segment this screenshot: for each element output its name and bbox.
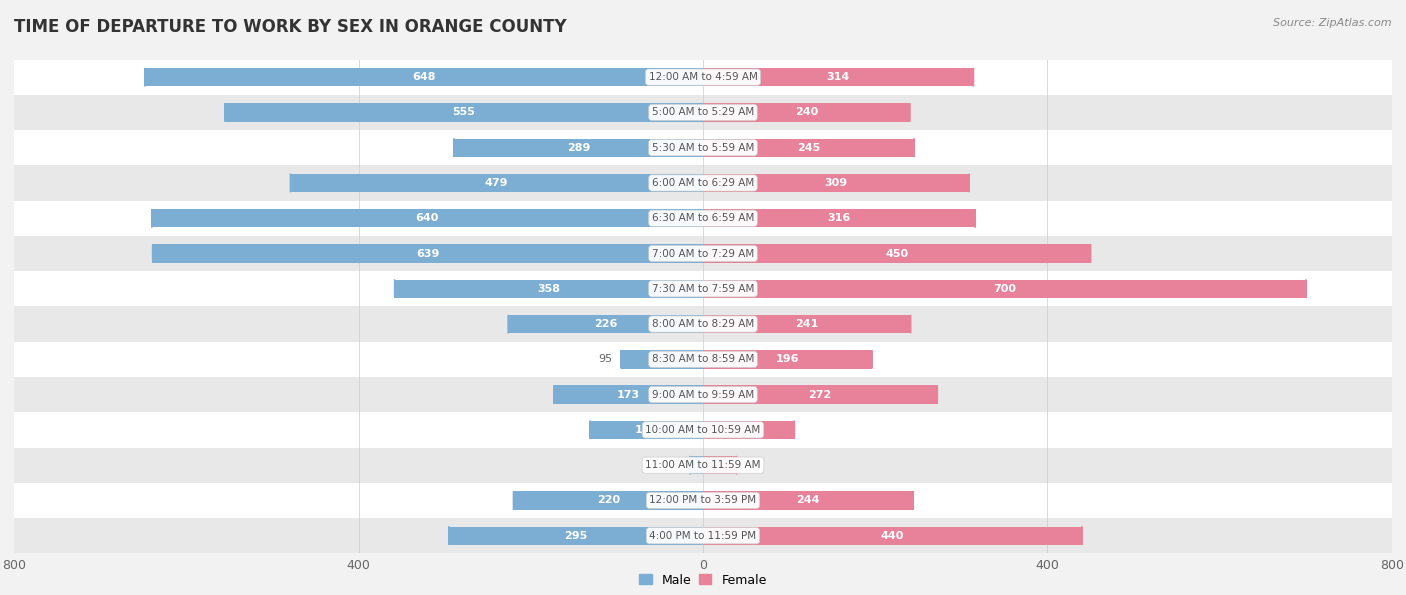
Text: 640: 640: [416, 213, 439, 223]
Bar: [513, 491, 703, 509]
Bar: [703, 139, 914, 157]
Bar: [703, 209, 976, 227]
Text: 6:00 AM to 6:29 AM: 6:00 AM to 6:29 AM: [652, 178, 754, 188]
Bar: [591, 421, 703, 439]
Text: 244: 244: [796, 496, 820, 505]
Text: 10:00 AM to 10:59 AM: 10:00 AM to 10:59 AM: [645, 425, 761, 435]
Bar: [454, 139, 703, 157]
Bar: [145, 68, 703, 86]
Text: 11:00 AM to 11:59 AM: 11:00 AM to 11:59 AM: [645, 460, 761, 470]
Text: TIME OF DEPARTURE TO WORK BY SEX IN ORANGE COUNTY: TIME OF DEPARTURE TO WORK BY SEX IN ORAN…: [14, 18, 567, 36]
Text: 479: 479: [485, 178, 509, 188]
Text: 314: 314: [827, 72, 849, 82]
Bar: [14, 165, 1392, 201]
Text: 316: 316: [828, 213, 851, 223]
Text: 12:00 AM to 4:59 AM: 12:00 AM to 4:59 AM: [648, 72, 758, 82]
Text: Source: ZipAtlas.com: Source: ZipAtlas.com: [1274, 18, 1392, 28]
Text: 309: 309: [824, 178, 848, 188]
Bar: [703, 174, 969, 192]
Text: 700: 700: [993, 284, 1017, 294]
Bar: [703, 350, 872, 368]
Bar: [14, 201, 1392, 236]
Bar: [554, 386, 703, 404]
Bar: [14, 306, 1392, 342]
Text: 39: 39: [745, 460, 759, 470]
Text: 8:30 AM to 8:59 AM: 8:30 AM to 8:59 AM: [652, 355, 754, 364]
Bar: [14, 412, 1392, 447]
Bar: [703, 421, 794, 439]
Bar: [703, 491, 912, 509]
Text: 9:00 AM to 9:59 AM: 9:00 AM to 9:59 AM: [652, 390, 754, 400]
Bar: [621, 350, 703, 368]
Bar: [153, 245, 703, 262]
Bar: [395, 280, 703, 298]
Bar: [14, 518, 1392, 553]
Text: 131: 131: [636, 425, 658, 435]
Bar: [291, 174, 703, 192]
Bar: [14, 377, 1392, 412]
Text: 173: 173: [617, 390, 640, 400]
Text: 450: 450: [886, 249, 908, 258]
Bar: [703, 280, 1306, 298]
Text: 241: 241: [794, 319, 818, 329]
Text: 15: 15: [668, 460, 682, 470]
Bar: [14, 342, 1392, 377]
Bar: [703, 104, 910, 121]
Bar: [14, 483, 1392, 518]
Text: 7:00 AM to 7:29 AM: 7:00 AM to 7:29 AM: [652, 249, 754, 258]
Bar: [14, 60, 1392, 95]
Text: 196: 196: [776, 355, 799, 364]
Text: 5:30 AM to 5:59 AM: 5:30 AM to 5:59 AM: [652, 143, 754, 153]
Text: 289: 289: [567, 143, 591, 153]
Bar: [14, 447, 1392, 483]
Text: 6:30 AM to 6:59 AM: 6:30 AM to 6:59 AM: [652, 213, 754, 223]
Text: 12:00 PM to 3:59 PM: 12:00 PM to 3:59 PM: [650, 496, 756, 505]
Text: 240: 240: [794, 108, 818, 117]
Bar: [225, 104, 703, 121]
Text: 220: 220: [596, 496, 620, 505]
Bar: [14, 95, 1392, 130]
Text: 648: 648: [412, 72, 436, 82]
Bar: [703, 456, 737, 474]
Legend: Male, Female: Male, Female: [634, 569, 772, 591]
Text: 358: 358: [537, 284, 561, 294]
Text: 639: 639: [416, 249, 440, 258]
Bar: [703, 527, 1083, 545]
Bar: [14, 130, 1392, 165]
Bar: [14, 271, 1392, 306]
Text: 440: 440: [880, 531, 904, 541]
Bar: [509, 315, 703, 333]
Text: 8:00 AM to 8:29 AM: 8:00 AM to 8:29 AM: [652, 319, 754, 329]
Text: 106: 106: [737, 425, 761, 435]
Bar: [703, 386, 938, 404]
Text: 95: 95: [599, 355, 613, 364]
Bar: [703, 315, 911, 333]
Text: 5:00 AM to 5:29 AM: 5:00 AM to 5:29 AM: [652, 108, 754, 117]
Bar: [449, 527, 703, 545]
Bar: [703, 245, 1091, 262]
Text: 295: 295: [564, 531, 588, 541]
Text: 226: 226: [593, 319, 617, 329]
Text: 7:30 AM to 7:59 AM: 7:30 AM to 7:59 AM: [652, 284, 754, 294]
Text: 272: 272: [808, 390, 832, 400]
Text: 245: 245: [797, 143, 820, 153]
Bar: [14, 236, 1392, 271]
Bar: [703, 68, 973, 86]
Bar: [152, 209, 703, 227]
Bar: [690, 456, 703, 474]
Text: 4:00 PM to 11:59 PM: 4:00 PM to 11:59 PM: [650, 531, 756, 541]
Text: 555: 555: [453, 108, 475, 117]
